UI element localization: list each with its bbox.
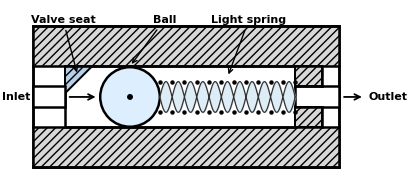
Circle shape <box>128 95 132 99</box>
Text: Light spring: Light spring <box>211 15 286 73</box>
Circle shape <box>100 67 160 127</box>
Text: Outlet: Outlet <box>369 92 407 102</box>
Bar <box>32 26 339 167</box>
Text: Inlet: Inlet <box>2 92 31 102</box>
Bar <box>32 26 339 167</box>
Bar <box>65 66 295 127</box>
Bar <box>32 26 339 66</box>
Bar <box>32 127 339 167</box>
Bar <box>295 86 339 107</box>
Bar <box>295 66 322 86</box>
Text: Ball: Ball <box>133 15 176 63</box>
Bar <box>32 86 65 107</box>
Polygon shape <box>65 66 92 93</box>
Text: Valve seat: Valve seat <box>31 15 95 71</box>
Bar <box>295 107 322 127</box>
